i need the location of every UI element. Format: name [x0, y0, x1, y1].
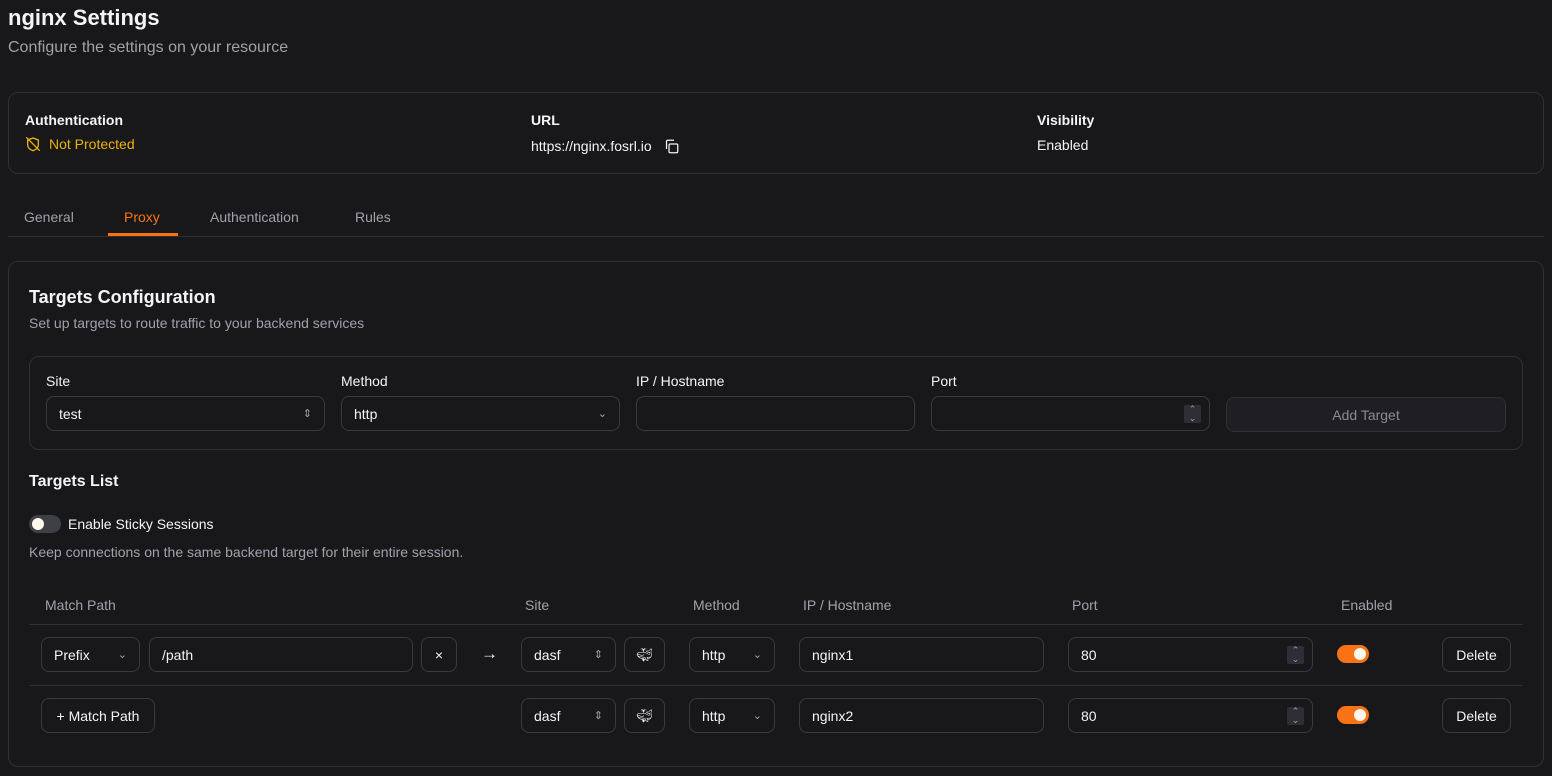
- tabs-divider: [8, 236, 1544, 237]
- add-match-path-button[interactable]: + Match Path: [41, 698, 155, 733]
- chevrons-up-down-icon: ⇕: [302, 408, 312, 420]
- port-label: Port: [931, 373, 957, 389]
- chevron-down-icon: ⌄: [117, 649, 127, 661]
- targets-list-title: Targets List: [29, 473, 119, 490]
- method-select[interactable]: http ⌄: [341, 396, 620, 431]
- row-enabled-toggle[interactable]: [1337, 706, 1369, 724]
- active-tab-indicator: [108, 233, 178, 236]
- clear-path-button[interactable]: ×: [421, 637, 457, 672]
- row-method-value: http: [702, 707, 726, 724]
- ip-input[interactable]: [636, 396, 915, 431]
- copy-icon[interactable]: [664, 139, 679, 154]
- targets-card: [8, 261, 1544, 767]
- tab-proxy[interactable]: Proxy: [124, 209, 160, 225]
- col-port: Port: [1072, 597, 1098, 613]
- site-value: test: [59, 405, 82, 422]
- sticky-sessions-label: Enable Sticky Sessions: [68, 516, 214, 532]
- delete-button[interactable]: Delete: [1442, 637, 1511, 672]
- spinner-icon[interactable]: ⌃ ⌄: [1184, 405, 1201, 423]
- match-type-select[interactable]: Prefix ⌄: [41, 637, 140, 672]
- method-label: Method: [341, 373, 388, 389]
- col-site: Site: [525, 597, 550, 613]
- row-port-value: 80: [1081, 646, 1097, 663]
- site-select[interactable]: test ⇕: [46, 396, 325, 431]
- spinner-icon[interactable]: ⌃ ⌄: [1287, 646, 1304, 664]
- targets-config-title: Targets Configuration: [29, 287, 216, 307]
- row-divider: [29, 685, 1523, 686]
- table-header-divider: [29, 624, 1523, 625]
- row-port-input[interactable]: 80 ⌃ ⌄: [1068, 698, 1313, 733]
- row-site-value: dasf: [534, 646, 561, 663]
- row-method-value: http: [702, 646, 726, 663]
- chevron-down-icon: ⌄: [597, 408, 607, 420]
- visibility-label: Visibility: [1037, 112, 1095, 128]
- row-method-select[interactable]: http ⌄: [689, 637, 775, 672]
- ip-label: IP / Hostname: [636, 373, 725, 389]
- auth-status: Not Protected: [49, 136, 135, 152]
- chevron-down-icon: ⌄: [752, 710, 762, 722]
- sticky-sessions-toggle[interactable]: [29, 515, 61, 533]
- spinner-icon[interactable]: ⌃ ⌄: [1287, 707, 1304, 725]
- page-title: nginx Settings: [8, 5, 160, 30]
- row-enabled-toggle[interactable]: [1337, 645, 1369, 663]
- tab-authentication[interactable]: Authentication: [210, 209, 299, 225]
- docker-icon: 🐳︎: [636, 646, 653, 662]
- row-site-select[interactable]: dasf ⇕: [521, 637, 616, 672]
- docker-button[interactable]: 🐳︎: [624, 637, 665, 672]
- match-type-value: Prefix: [54, 646, 90, 663]
- col-ip: IP / Hostname: [803, 597, 892, 613]
- col-method: Method: [693, 597, 740, 613]
- method-value: http: [354, 405, 378, 422]
- arrow-right-icon: →: [481, 644, 498, 663]
- resource-info-card: Authentication Not Protected URL https:/…: [8, 92, 1544, 174]
- col-match-path: Match Path: [45, 597, 116, 613]
- row-method-select[interactable]: http ⌄: [689, 698, 775, 733]
- visibility-value: Enabled: [1037, 137, 1089, 153]
- delete-button[interactable]: Delete: [1442, 698, 1511, 733]
- path-input[interactable]: /path: [149, 637, 413, 672]
- url-label: URL: [531, 112, 560, 128]
- docker-icon: 🐳︎: [636, 707, 653, 723]
- sticky-sessions-desc: Keep connections on the same backend tar…: [29, 544, 464, 560]
- row-ip-input[interactable]: nginx1: [799, 637, 1044, 672]
- col-enabled: Enabled: [1341, 597, 1393, 613]
- tab-general[interactable]: General: [24, 209, 74, 225]
- tab-rules[interactable]: Rules: [355, 209, 391, 225]
- auth-label: Authentication: [25, 112, 123, 128]
- targets-config-desc: Set up targets to route traffic to your …: [29, 315, 365, 331]
- row-port-value: 80: [1081, 707, 1097, 724]
- docker-button[interactable]: 🐳︎: [624, 698, 665, 733]
- chevrons-up-down-icon: ⇕: [593, 710, 603, 722]
- shield-off-icon: [25, 136, 41, 152]
- page-subtitle: Configure the settings on your resource: [8, 39, 289, 56]
- row-port-input[interactable]: 80 ⌃ ⌄: [1068, 637, 1313, 672]
- row-site-select[interactable]: dasf ⇕: [521, 698, 616, 733]
- site-label: Site: [46, 373, 71, 389]
- row-ip-input[interactable]: nginx2: [799, 698, 1044, 733]
- add-target-button[interactable]: Add Target: [1226, 397, 1506, 432]
- port-input[interactable]: ⌃ ⌄: [931, 396, 1210, 431]
- add-target-form: [29, 356, 1523, 450]
- chevron-down-icon: ⌄: [752, 649, 762, 661]
- chevrons-up-down-icon: ⇕: [593, 649, 603, 661]
- row-site-value: dasf: [534, 707, 561, 724]
- url-value[interactable]: https://nginx.fosrl.io: [531, 138, 652, 154]
